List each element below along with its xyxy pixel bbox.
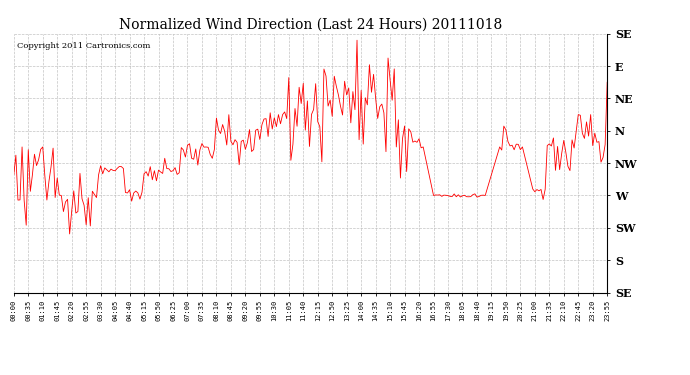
Title: Normalized Wind Direction (Last 24 Hours) 20111018: Normalized Wind Direction (Last 24 Hours… (119, 17, 502, 31)
Text: Copyright 2011 Cartronics.com: Copyright 2011 Cartronics.com (17, 42, 150, 50)
